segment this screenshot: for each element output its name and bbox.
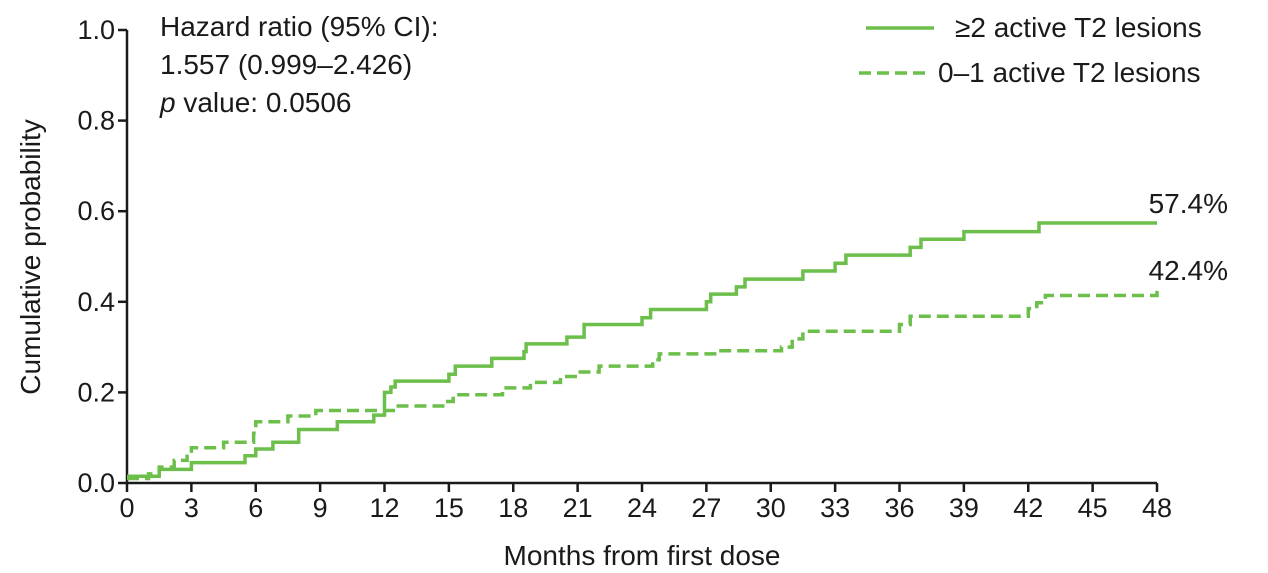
x-tick-label: 18 bbox=[498, 493, 528, 523]
x-tick-label: 24 bbox=[627, 493, 657, 523]
y-tick-label: 0.8 bbox=[77, 106, 115, 136]
x-ticks: 0 3 6 9 12 15 18 21 24 27 30 33 36 39 42 45 48 bbox=[119, 483, 1172, 523]
legend-label-dashed: 0–1 active T2 lesions bbox=[938, 57, 1201, 88]
y-tick-label: 1.0 bbox=[77, 15, 115, 45]
annotation-line-3: p value: 0.0506 bbox=[159, 87, 352, 118]
x-tick-label: 36 bbox=[884, 493, 914, 523]
hazard-annotation: Hazard ratio (95% CI): 1.557 (0.999–2.42… bbox=[159, 11, 439, 118]
x-tick-label: 39 bbox=[949, 493, 979, 523]
end-label-dashed: 42.4% bbox=[1149, 255, 1228, 286]
y-tick-label: 0.2 bbox=[77, 377, 115, 407]
x-tick-label: 30 bbox=[756, 493, 786, 523]
y-axis-title: Cumulative probability bbox=[15, 119, 46, 394]
p-value-text: value: 0.0506 bbox=[176, 87, 352, 118]
legend-label-solid: ≥2 active T2 lesions bbox=[955, 12, 1202, 43]
p-italic: p bbox=[159, 87, 176, 118]
x-tick-label: 48 bbox=[1142, 493, 1172, 523]
y-tick-label: 0.0 bbox=[77, 468, 115, 498]
end-label-solid: 57.4% bbox=[1149, 188, 1228, 219]
x-tick-label: 6 bbox=[248, 493, 263, 523]
x-tick-label: 12 bbox=[369, 493, 399, 523]
x-tick-label: 42 bbox=[1013, 493, 1043, 523]
x-tick-label: 3 bbox=[184, 493, 199, 523]
x-tick-label: 0 bbox=[119, 493, 134, 523]
y-ticks: 0.0 0.2 0.4 0.6 0.8 1.0 bbox=[77, 15, 127, 498]
x-tick-label: 15 bbox=[434, 493, 464, 523]
x-tick-label: 9 bbox=[313, 493, 328, 523]
y-tick-label: 0.6 bbox=[77, 196, 115, 226]
series-layer bbox=[127, 221, 1159, 481]
legend: ≥2 active T2 lesions 0–1 active T2 lesio… bbox=[859, 12, 1202, 88]
y-tick-label: 0.4 bbox=[77, 287, 115, 317]
series-line-2plus-lesions bbox=[127, 221, 1157, 478]
x-tick-label: 45 bbox=[1078, 493, 1108, 523]
series-line-0-1-lesions bbox=[127, 290, 1159, 481]
annotation-line-1: Hazard ratio (95% CI): bbox=[160, 11, 439, 42]
x-tick-label: 33 bbox=[820, 493, 850, 523]
x-tick-label: 21 bbox=[563, 493, 593, 523]
x-tick-label: 27 bbox=[691, 493, 721, 523]
annotation-line-2: 1.557 (0.999–2.426) bbox=[160, 49, 412, 80]
x-axis-title: Months from first dose bbox=[504, 540, 781, 571]
